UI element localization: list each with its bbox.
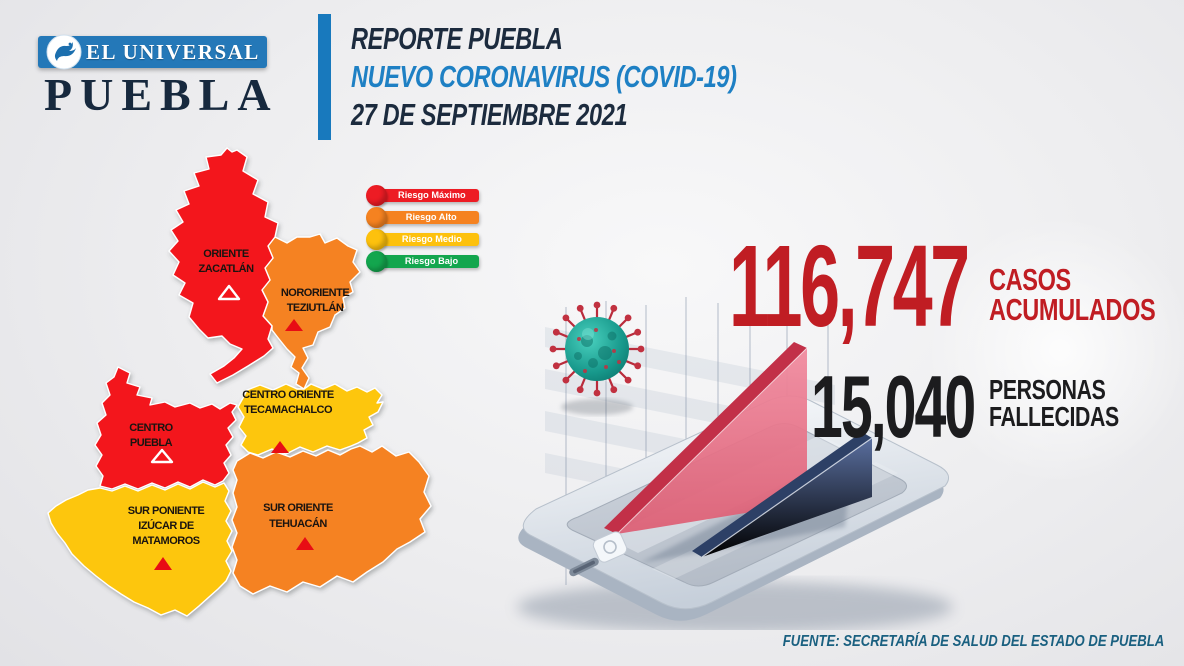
region-oriente-zacatlan-label: ORIENTE	[203, 248, 249, 260]
puebla-risk-map: ORIENTE ZACATLÁN NORORIENTE TEZIUTLÁN CE…	[47, 147, 432, 617]
tablet-side-port	[569, 557, 599, 577]
title-accent-bar	[318, 14, 331, 140]
legend-swatch: Riesgo Máximo	[374, 189, 479, 202]
deaths-count: 15,040	[811, 357, 976, 456]
region-nororiente-teziutlan-label: NORORIENTE	[281, 287, 350, 299]
region-centro-oriente-tecamachalco-shape	[237, 383, 384, 456]
masthead-title: EL UNIVERSAL	[86, 39, 260, 64]
region-sur-poniente-izucar-shape	[47, 481, 233, 617]
rising-deaths-triangle	[692, 432, 873, 558]
region-sur-poniente-izucar-label: IZÚCAR DE	[138, 519, 194, 532]
legend-dot-icon	[366, 207, 387, 228]
region-oriente-zacatlan-shape	[168, 147, 279, 384]
report-title-line3: 27 DE SEPTIEMBRE 2021	[351, 97, 628, 132]
risk-legend: Riesgo Máximo Riesgo Alto Riesgo Medio R…	[366, 185, 479, 273]
masthead-region: PUEBLA	[44, 69, 279, 120]
legend-item-riesgo-maximo: Riesgo Máximo	[366, 185, 479, 206]
region-sur-poniente-izucar-label: SUR PONIENTE	[128, 505, 205, 517]
risk-marker-triangle	[154, 557, 172, 570]
region-centro-oriente-tecamachalco-label: CENTRO ORIENTE	[242, 389, 334, 401]
rising-cases-triangle	[604, 342, 808, 535]
tablet-chart-illustration	[517, 297, 953, 630]
region-centro-puebla-label: PUEBLA	[130, 437, 173, 449]
tablet-home-button	[592, 531, 628, 563]
source-attribution: FUENTE: SECRETARÍA DE SALUD DEL ESTADO D…	[782, 633, 1164, 650]
legend-swatch: Riesgo Alto	[374, 211, 479, 224]
masthead-banner: EL UNIVERSAL	[38, 34, 267, 70]
eagle-logo-icon	[46, 34, 82, 70]
region-oriente-zacatlan-label: ZACATLÁN	[198, 262, 254, 275]
cases-label: CASOS ACUMULADOS	[989, 262, 1156, 328]
region-centro-puebla-label: CENTRO	[129, 422, 173, 434]
report-title: REPORTE PUEBLA NUEVO CORONAVIRUS (COVID-…	[351, 20, 858, 134]
legend-item-riesgo-alto: Riesgo Alto	[366, 207, 479, 228]
cases-count: 116,747	[729, 221, 970, 351]
legend-dot-icon	[366, 185, 387, 206]
region-sur-oriente-tehuacan-label: SUR ORIENTE	[263, 502, 333, 514]
coronavirus-icon	[549, 301, 645, 415]
legend-swatch: Riesgo Bajo	[374, 255, 479, 268]
region-centro-oriente-tecamachalco-label: TECAMACHALCO	[244, 404, 333, 416]
region-sur-oriente-tehuacan-shape	[231, 445, 432, 595]
deaths-stat: 15,040 PERSONAS FALLECIDAS	[811, 357, 1160, 456]
risk-marker-triangle	[285, 319, 303, 331]
map-labels: ORIENTE ZACATLÁN NORORIENTE TEZIUTLÁN CE…	[128, 248, 350, 570]
report-title-line1: REPORTE PUEBLA	[351, 21, 563, 56]
region-nororiente-teziutlan-label: TEZIUTLÁN	[287, 301, 344, 314]
legend-item-riesgo-bajo: Riesgo Bajo	[366, 251, 479, 272]
deaths-label: PERSONAS FALLECIDAS	[989, 374, 1119, 433]
legend-swatch: Riesgo Medio	[374, 233, 479, 246]
legend-item-riesgo-medio: Riesgo Medio	[366, 229, 479, 250]
el-universal-puebla-logo: EL UNIVERSAL PUEBLA	[38, 34, 279, 120]
risk-marker-triangle-outline	[150, 448, 174, 464]
risk-marker-triangle	[271, 441, 289, 453]
region-sur-oriente-tehuacan-label: TEHUACÁN	[269, 517, 327, 530]
region-sur-poniente-izucar-label: MATAMOROS	[132, 535, 199, 547]
region-centro-puebla-shape	[94, 366, 238, 490]
legend-dot-icon	[366, 229, 387, 250]
report-title-line2: NUEVO CORONAVIRUS (COVID-19)	[351, 59, 737, 94]
cases-stat: 116,747 CASOS ACUMULADOS	[729, 221, 1184, 351]
legend-dot-icon	[366, 251, 387, 272]
risk-marker-triangle-outline	[217, 284, 241, 301]
risk-marker-triangle	[296, 537, 314, 550]
